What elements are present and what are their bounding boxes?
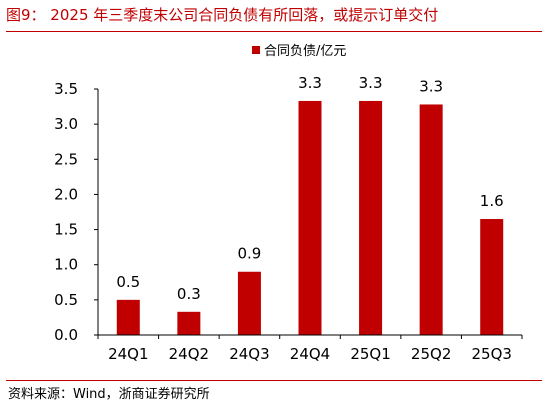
title-divider (6, 31, 542, 32)
legend-label: 合同负债/亿元 (264, 44, 346, 59)
x-axis: 24Q1 24Q2 24Q3 24Q4 25Q1 25Q2 25Q3 (97, 334, 523, 363)
bar (177, 311, 201, 335)
source-note: 资料来源：Wind，浙商证券研究所 (8, 387, 210, 402)
bar (480, 219, 504, 335)
bars (116, 100, 504, 335)
figure-title: 图9： 2025 年三季度末公司合同负债有所回落，或提示订单交付 (6, 6, 439, 24)
legend-swatch (252, 46, 260, 54)
bar (237, 271, 261, 335)
x-tick-label: 25Q3 (471, 345, 511, 363)
bar (116, 299, 140, 335)
bar-value-label: 0.9 (237, 245, 261, 263)
bar-value-label: 1.6 (480, 192, 504, 210)
y-tick-label: 0.5 (54, 291, 78, 309)
bar-value-label: 0.3 (177, 285, 201, 303)
x-tick-label: 24Q3 (229, 345, 269, 363)
x-tick-label: 25Q1 (350, 345, 390, 363)
legend: 合同负债/亿元 (252, 44, 346, 59)
y-tick-label: 2.5 (54, 150, 78, 168)
x-tick-label: 24Q1 (108, 345, 148, 363)
x-tick-label: 24Q4 (290, 345, 330, 363)
bar-value-label: 3.3 (419, 77, 443, 95)
source-divider (6, 380, 542, 381)
bar-value-label: 0.5 (116, 273, 140, 291)
y-tick-label: 2.0 (54, 185, 78, 203)
y-tick-label: 3.5 (54, 80, 78, 98)
value-labels: 0.5 0.3 0.9 3.3 3.3 3.3 1.6 (116, 74, 503, 303)
x-tick-label: 25Q2 (411, 345, 451, 363)
y-tick-label: 0.0 (54, 326, 78, 344)
y-tick-label: 1.0 (54, 256, 78, 274)
x-tick-label: 24Q2 (169, 345, 209, 363)
bar (298, 100, 322, 335)
bar-value-label: 3.3 (359, 74, 383, 92)
bar-value-label: 3.3 (298, 74, 322, 92)
bar (359, 100, 383, 335)
y-tick-label: 1.5 (54, 221, 78, 239)
y-axis: 0.0 0.5 1.0 1.5 2.0 2.5 3.0 3.5 (54, 80, 99, 344)
bar (419, 104, 443, 335)
y-tick-label: 3.0 (54, 115, 78, 133)
